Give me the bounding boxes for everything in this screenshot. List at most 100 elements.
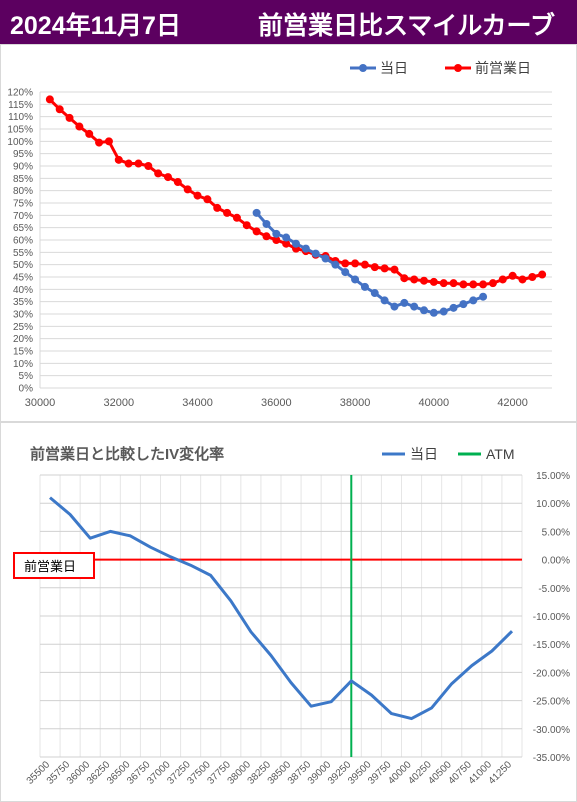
data-point-today bbox=[252, 208, 261, 217]
data-point-previous-day bbox=[420, 276, 428, 285]
data-point-previous-day bbox=[469, 280, 478, 289]
chart2-y-tick-label: 5.00% bbox=[542, 527, 570, 538]
chart1-x-tick-label: 32000 bbox=[103, 397, 134, 409]
chart2-y-tick-label: -30.00% bbox=[533, 725, 570, 736]
chart1-y-tick-label: 110% bbox=[8, 112, 33, 123]
data-point-previous-day bbox=[370, 263, 379, 272]
chart2-y-tick-label: -15.00% bbox=[533, 640, 570, 651]
page-header: 2024年11月7日 前営業日比スマイルカーブ bbox=[0, 0, 577, 44]
chart2-frame bbox=[0, 422, 577, 802]
chart1-x-tick-label: 40000 bbox=[419, 397, 450, 409]
chart1-frame bbox=[0, 44, 577, 422]
iv-change-chart: 前営業日と比較したIV変化率 当日 ATM 15.00% 10.00% 5.00% 0… bbox=[0, 422, 577, 802]
chart1-y-tick-label: 60% bbox=[13, 236, 33, 247]
chart1-y-tick-label: 115% bbox=[8, 100, 33, 111]
data-point-previous-day bbox=[360, 260, 369, 269]
chart1-y-tick-label: 45% bbox=[13, 273, 33, 284]
chart2-series bbox=[49, 475, 522, 757]
chart1-y-tick-label: 75% bbox=[13, 199, 33, 210]
legend-today2-label: 当日 bbox=[410, 446, 438, 462]
baseline-callout-box bbox=[13, 552, 95, 579]
chart1-y-tick-label: 120% bbox=[7, 88, 33, 99]
chart1-x-tick-label: 38000 bbox=[340, 397, 371, 409]
data-point-today bbox=[370, 289, 379, 298]
data-point-today bbox=[479, 292, 488, 301]
data-point-today bbox=[459, 300, 468, 309]
data-point-today bbox=[341, 268, 350, 277]
data-point-previous-day bbox=[459, 280, 468, 289]
data-point-today bbox=[360, 282, 369, 291]
chart1-y-tick-label: 100% bbox=[7, 137, 33, 148]
data-point-previous-day bbox=[498, 275, 507, 284]
data-point-previous-day bbox=[528, 273, 537, 281]
data-point-previous-day bbox=[95, 138, 104, 147]
data-point-today bbox=[420, 306, 428, 315]
data-point-previous-day bbox=[55, 105, 64, 114]
chart1-y-tick-label: 15% bbox=[13, 347, 33, 358]
data-point-previous-day bbox=[75, 122, 84, 131]
data-point-previous-day bbox=[429, 277, 438, 286]
data-point-previous-day bbox=[203, 195, 212, 204]
data-point-previous-day bbox=[85, 129, 94, 138]
data-point-today bbox=[469, 296, 478, 305]
data-point-previous-day bbox=[410, 275, 419, 284]
chart1-y-tick-label: 20% bbox=[13, 334, 33, 345]
chart1-y-tick-label: 95% bbox=[13, 149, 33, 160]
data-point-previous-day bbox=[518, 275, 527, 284]
chart2-y-tick-label: -25.00% bbox=[533, 697, 570, 708]
data-point-today bbox=[311, 249, 320, 258]
data-point-previous-day bbox=[104, 137, 113, 146]
chart1-y-tick-label: 55% bbox=[13, 248, 33, 259]
chart2-y-tick-label: -10.00% bbox=[533, 612, 570, 623]
chart2-title: 前営業日と比較したIV変化率 bbox=[30, 445, 224, 463]
data-point-previous-day bbox=[262, 232, 271, 241]
legend-atm-label: ATM bbox=[486, 446, 515, 462]
data-point-previous-day bbox=[252, 227, 261, 236]
data-point-today bbox=[321, 254, 330, 263]
data-point-previous-day bbox=[164, 173, 172, 182]
chart1-y-tick-label: 80% bbox=[13, 186, 33, 197]
data-point-today bbox=[331, 260, 340, 269]
data-point-today bbox=[301, 244, 310, 253]
smile-curve-chart: 0% 5%10%15% 20%25%30% 35%40%45% 50%55%60% 65%… bbox=[0, 44, 577, 422]
data-point-previous-day bbox=[351, 259, 360, 268]
chart1-legend: 当日 前営業日 bbox=[350, 60, 531, 76]
chart2-y-tick-label: -5.00% bbox=[538, 584, 570, 595]
chart1-y-tick-label: 70% bbox=[13, 211, 33, 222]
chart2-y-tick-label: 15.00% bbox=[536, 471, 570, 482]
data-point-previous-day bbox=[45, 95, 54, 104]
series-line-today bbox=[49, 496, 514, 721]
legend-today-dot bbox=[359, 64, 367, 72]
chart1-y-tick-label: 25% bbox=[13, 322, 33, 333]
data-point-previous-day bbox=[400, 274, 409, 283]
data-point-previous-day bbox=[173, 178, 182, 187]
data-point-previous-day bbox=[154, 169, 163, 178]
data-point-today bbox=[380, 296, 389, 305]
data-point-previous-day bbox=[449, 279, 458, 288]
chart1-y-tick-label: 0% bbox=[19, 384, 34, 395]
data-point-today bbox=[272, 229, 281, 238]
data-point-today bbox=[400, 298, 409, 307]
data-point-previous-day bbox=[114, 155, 123, 164]
data-point-today bbox=[449, 303, 458, 312]
chart2-y-tick-label: 10.00% bbox=[536, 499, 570, 510]
legend-today-label: 当日 bbox=[380, 60, 408, 76]
data-point-previous-day bbox=[242, 221, 251, 230]
chart1-y-tick-label: 30% bbox=[13, 310, 33, 321]
chart1-series bbox=[45, 95, 547, 317]
data-point-today bbox=[292, 239, 300, 248]
data-point-previous-day bbox=[282, 239, 291, 248]
baseline-callout: 前営業日 bbox=[13, 552, 95, 579]
data-point-previous-day bbox=[488, 279, 497, 288]
data-point-previous-day bbox=[193, 191, 202, 200]
data-point-today bbox=[282, 233, 291, 242]
data-point-previous-day bbox=[272, 236, 281, 244]
chart2-legend: 当日 ATM bbox=[382, 446, 515, 462]
report-date: 2024年11月7日 bbox=[10, 12, 181, 40]
data-point-previous-day bbox=[213, 203, 222, 212]
chart1-y-tick-label: 50% bbox=[13, 260, 33, 271]
chart1-y-axis: 0% 5%10%15% 20%25%30% 35%40%45% 50%55%60% 65%… bbox=[7, 88, 33, 395]
data-point-previous-day bbox=[134, 159, 143, 168]
data-point-previous-day bbox=[65, 113, 74, 122]
chart2-y-axis: 15.00% 10.00% 5.00% 0.00% -5.00% -10.00% -15.0… bbox=[533, 471, 570, 764]
